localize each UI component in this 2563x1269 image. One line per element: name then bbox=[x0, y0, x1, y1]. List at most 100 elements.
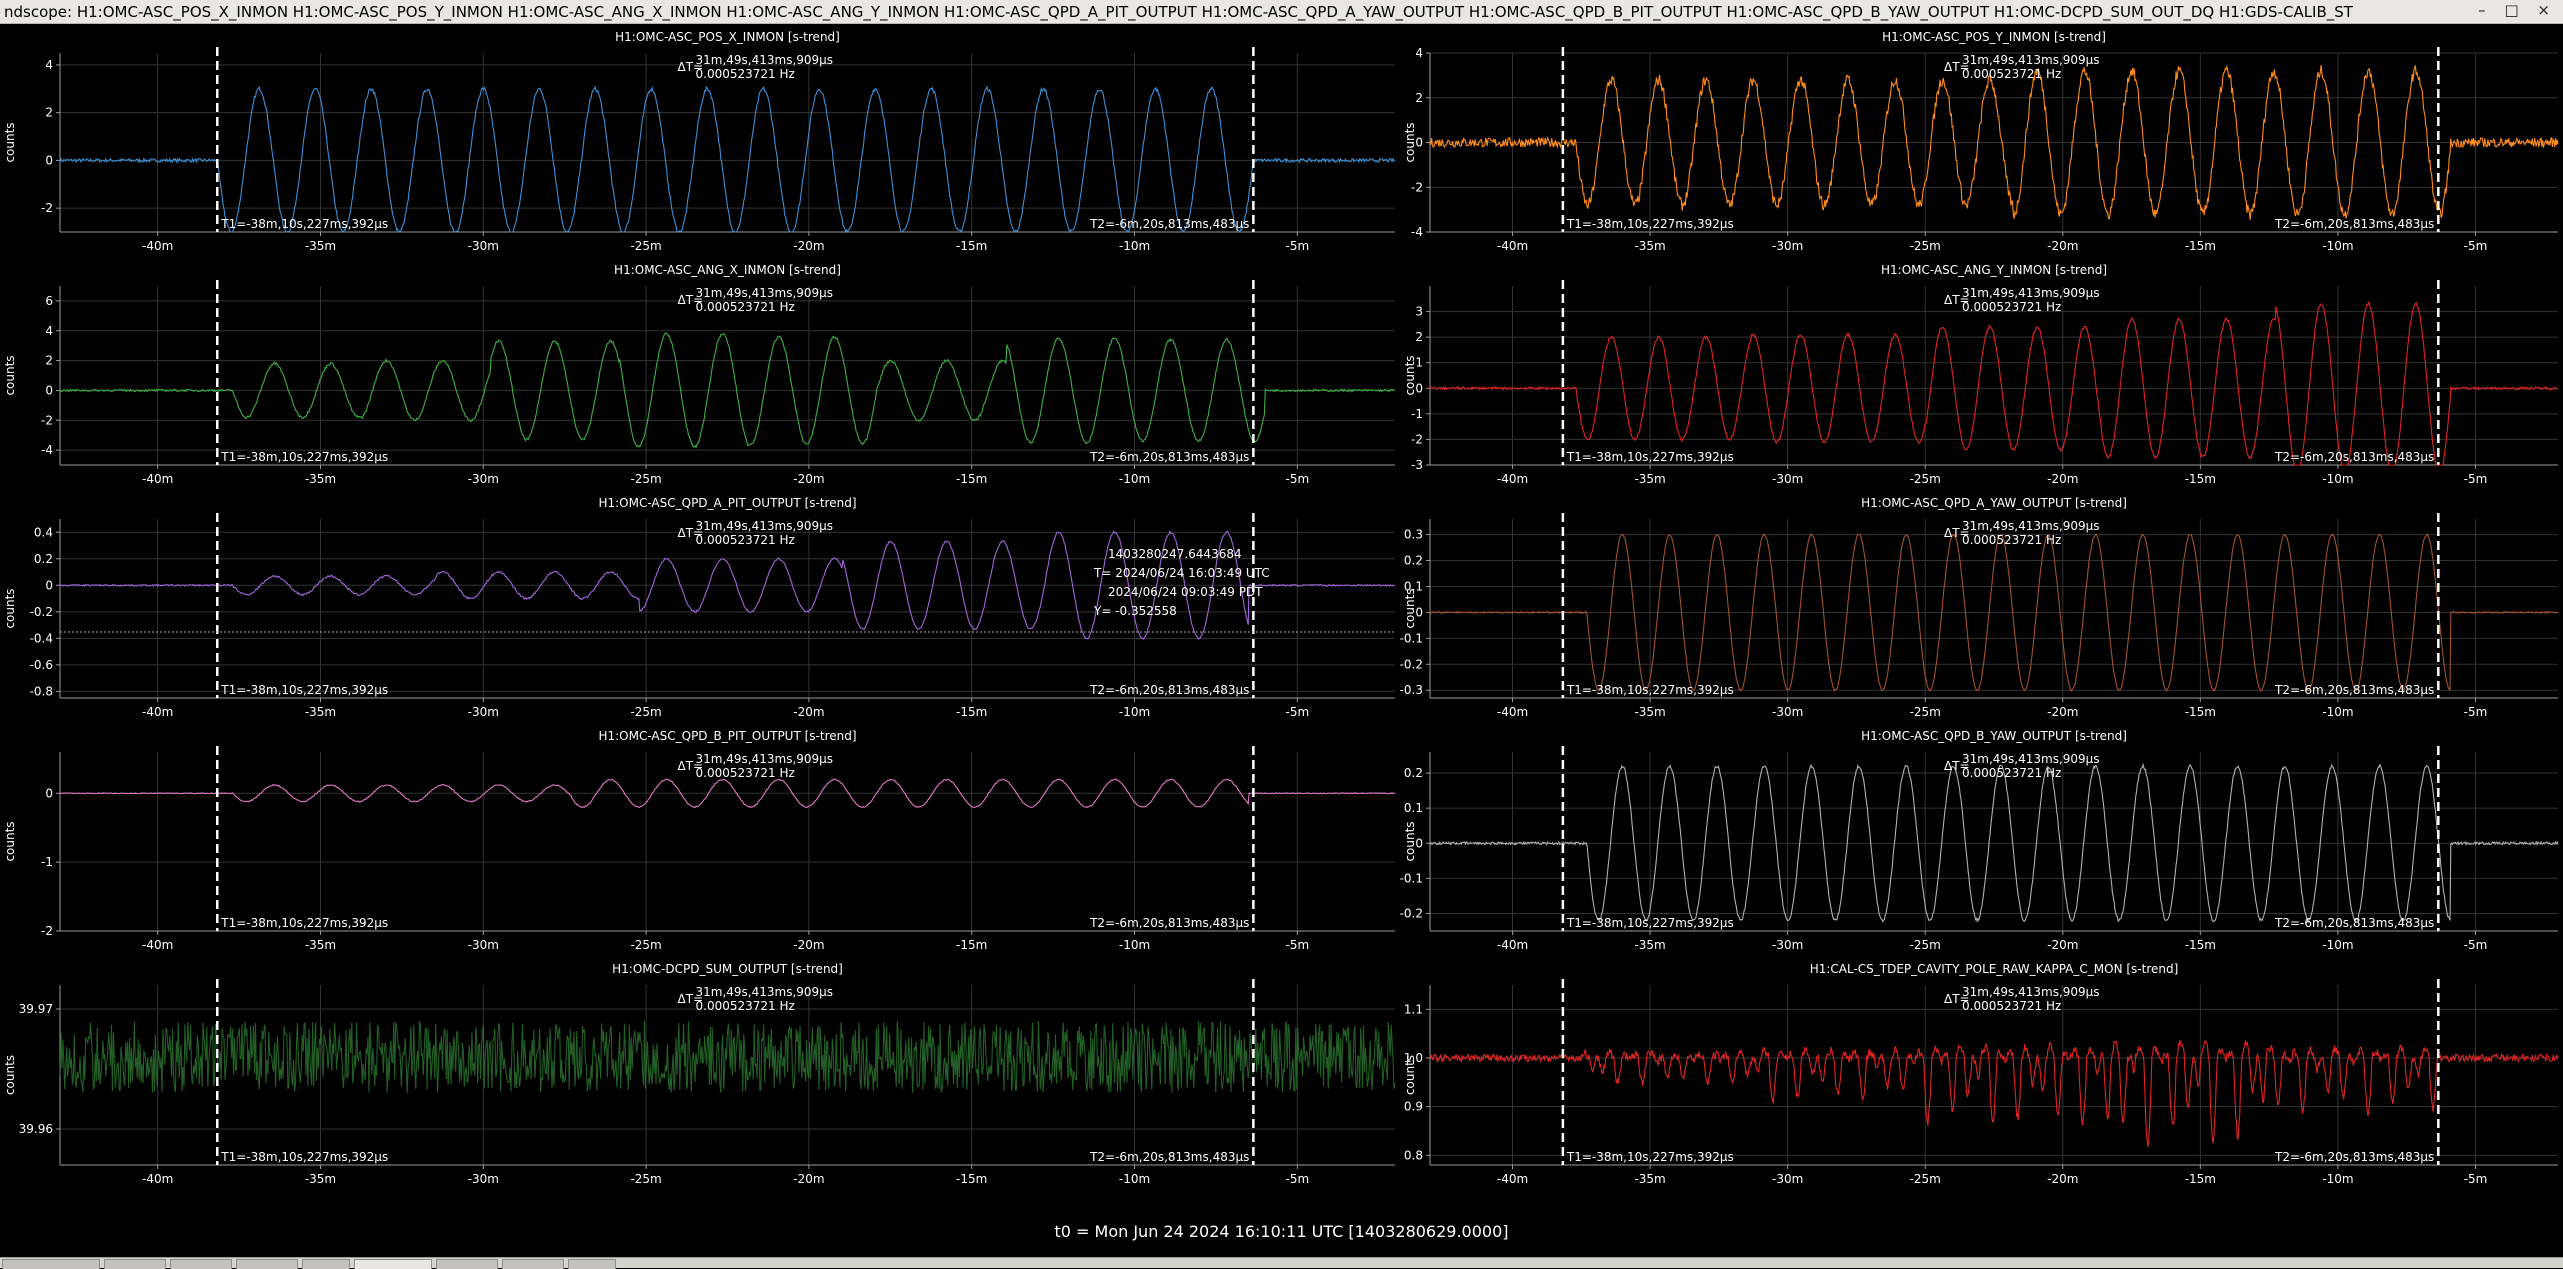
y-tick-label: 0 bbox=[45, 786, 53, 800]
close-button[interactable]: × bbox=[2537, 1, 2557, 19]
x-tick-label: -20m bbox=[793, 705, 824, 719]
plot-qpd-b-yaw[interactable]: H1:OMC-ASC_QPD_B_YAW_OUTPUT [s-trend] cou… bbox=[1400, 724, 2563, 957]
x-tick-label: -25m bbox=[1910, 1172, 1941, 1186]
y-tick-label: 6 bbox=[45, 294, 53, 308]
y-tick-label: -3 bbox=[1411, 458, 1423, 472]
y-tick-label: -2 bbox=[41, 201, 53, 215]
delta-t-frequency: 0.000523721 Hz bbox=[1962, 300, 2061, 314]
delta-t-prefix: ΔT= bbox=[678, 60, 704, 74]
plot-title: H1:OMC-DCPD_SUM_OUTPUT [s-trend] bbox=[612, 962, 843, 976]
x-tick-label: -20m bbox=[2047, 1172, 2078, 1186]
x-tick-label: -25m bbox=[1910, 239, 1941, 253]
y-axis-label: counts bbox=[3, 821, 17, 861]
y-tick-label: -0.3 bbox=[1400, 683, 1423, 697]
plot-qpd-a-yaw-svg: H1:OMC-ASC_QPD_A_YAW_OUTPUT [s-trend] cou… bbox=[1400, 496, 2559, 719]
minimize-button[interactable]: – bbox=[2478, 1, 2493, 19]
x-tick-label: -35m bbox=[305, 239, 336, 253]
t2-label: T2=-6m,20s,813ms,483µs bbox=[1089, 916, 1249, 930]
y-tick-label: 0.8 bbox=[1404, 1148, 1423, 1162]
x-tick-label: -25m bbox=[630, 239, 661, 253]
t2-label: T2=-6m,20s,813ms,483µs bbox=[2274, 217, 2434, 231]
x-tick-label: -30m bbox=[468, 1172, 499, 1186]
taskbar-tab[interactable] bbox=[2, 1259, 100, 1269]
y-tick-label: -0.8 bbox=[30, 684, 53, 698]
t2-label: T2=-6m,20s,813ms,483µs bbox=[1089, 1150, 1249, 1164]
taskbar-tab[interactable] bbox=[568, 1259, 616, 1269]
delta-t-prefix: ΔT= bbox=[1944, 293, 1970, 307]
plot-dcpd-sum[interactable]: H1:OMC-DCPD_SUM_OUTPUT [s-trend] counts -4… bbox=[0, 957, 1400, 1207]
y-tick-label: 39.97 bbox=[19, 1002, 53, 1016]
taskbar-tab[interactable] bbox=[104, 1259, 166, 1269]
y-axis-label: counts bbox=[1403, 588, 1417, 628]
x-tick-label: -20m bbox=[793, 938, 824, 952]
x-tick-label: -25m bbox=[630, 1172, 661, 1186]
x-tick-label: -20m bbox=[793, 1172, 824, 1186]
plot-qpd-a-pit-svg: H1:OMC-ASC_QPD_A_PIT_OUTPUT [s-trend] cou… bbox=[3, 496, 1396, 719]
taskbar-tab[interactable] bbox=[236, 1259, 298, 1269]
window-title: ndscope: H1:OMC-ASC_POS_X_INMON H1:OMC-A… bbox=[4, 3, 2353, 21]
taskbar-tab[interactable] bbox=[302, 1259, 350, 1269]
y-axis-label: counts bbox=[1403, 122, 1417, 162]
delta-t-value: 31m,49s,413ms,909µs bbox=[696, 519, 834, 533]
taskbar-tab[interactable] bbox=[170, 1259, 232, 1269]
plot-qpd-a-pit[interactable]: H1:OMC-ASC_QPD_A_PIT_OUTPUT [s-trend] cou… bbox=[0, 491, 1400, 724]
y-tick-label: 1 bbox=[1415, 356, 1423, 370]
maximize-button[interactable]: □ bbox=[2504, 1, 2526, 19]
plot-ang-y[interactable]: H1:OMC-ASC_ANG_Y_INMON [s-trend] counts -4… bbox=[1400, 258, 2563, 491]
t1-label: T1=-38m,10s,227ms,392µs bbox=[220, 916, 388, 930]
plot-title: H1:OMC-ASC_QPD_A_YAW_OUTPUT [s-trend] bbox=[1861, 496, 2127, 510]
x-tick-label: -35m bbox=[305, 705, 336, 719]
y-axis-label: counts bbox=[3, 588, 17, 628]
plot-ang-x[interactable]: H1:OMC-ASC_ANG_X_INMON [s-trend] counts -4… bbox=[0, 258, 1400, 491]
x-tick-label: -5m bbox=[2464, 239, 2488, 253]
x-tick-label: -5m bbox=[1285, 472, 1309, 486]
x-tick-label: -25m bbox=[630, 705, 661, 719]
x-tick-label: -15m bbox=[956, 938, 987, 952]
plot-title: H1:OMC-ASC_POS_Y_INMON [s-trend] bbox=[1882, 30, 2106, 44]
x-tick-label: -15m bbox=[2185, 472, 2216, 486]
taskbar-tab[interactable] bbox=[436, 1259, 498, 1269]
taskbar-tab[interactable] bbox=[502, 1259, 564, 1269]
delta-t-frequency: 0.000523721 Hz bbox=[696, 999, 795, 1013]
x-tick-label: -35m bbox=[1634, 239, 1665, 253]
y-axis-label: counts bbox=[1403, 355, 1417, 395]
series-line bbox=[1429, 300, 2559, 466]
x-tick-label: -15m bbox=[956, 239, 987, 253]
y-tick-label: 0 bbox=[1415, 605, 1423, 619]
x-tick-label: -20m bbox=[2047, 472, 2078, 486]
delta-t-value: 31m,49s,413ms,909µs bbox=[1962, 286, 2100, 300]
delta-t-frequency: 0.000523721 Hz bbox=[696, 300, 795, 314]
x-tick-label: -35m bbox=[305, 938, 336, 952]
y-axis-label: counts bbox=[3, 122, 17, 162]
delta-t-value: 31m,49s,413ms,909µs bbox=[696, 752, 834, 766]
plot-dcpd-sum-svg: H1:OMC-DCPD_SUM_OUTPUT [s-trend] counts -4… bbox=[3, 962, 1396, 1186]
y-tick-label: -2 bbox=[41, 413, 53, 427]
y-tick-label: 0 bbox=[1415, 836, 1423, 850]
t1-label: T1=-38m,10s,227ms,392µs bbox=[220, 450, 388, 464]
plot-kappa-c[interactable]: H1:CAL-CS_TDEP_CAVITY_POLE_RAW_KAPPA_C_M… bbox=[1400, 957, 2563, 1207]
x-tick-label: -40m bbox=[142, 705, 173, 719]
y-tick-label: 4 bbox=[45, 58, 53, 72]
x-tick-label: -20m bbox=[793, 239, 824, 253]
x-tick-label: -30m bbox=[1772, 705, 1803, 719]
x-tick-label: -20m bbox=[2047, 938, 2078, 952]
x-tick-label: -15m bbox=[2185, 705, 2216, 719]
t1-label: T1=-38m,10s,227ms,392µs bbox=[220, 1150, 388, 1164]
delta-t-prefix: ΔT= bbox=[1944, 526, 1970, 540]
plot-pos-x[interactable]: H1:OMC-ASC_POS_X_INMON [s-trend] counts -4… bbox=[0, 25, 1400, 258]
y-tick-label: 0.3 bbox=[1404, 528, 1423, 542]
taskbar-tab-active[interactable] bbox=[354, 1259, 432, 1269]
cursor-gps: 1403280247.6443684 bbox=[1108, 547, 1242, 561]
y-tick-label: -0.1 bbox=[1400, 871, 1423, 885]
plot-qpd-a-yaw[interactable]: H1:OMC-ASC_QPD_A_YAW_OUTPUT [s-trend] cou… bbox=[1400, 491, 2563, 724]
plot-qpd-b-pit[interactable]: H1:OMC-ASC_QPD_B_PIT_OUTPUT [s-trend] cou… bbox=[0, 724, 1400, 957]
x-tick-label: -40m bbox=[142, 1172, 173, 1186]
delta-t-value: 31m,49s,413ms,909µs bbox=[1962, 519, 2100, 533]
plot-kappa-c-svg: H1:CAL-CS_TDEP_CAVITY_POLE_RAW_KAPPA_C_M… bbox=[1403, 962, 2559, 1186]
plot-pos-y[interactable]: H1:OMC-ASC_POS_Y_INMON [s-trend] counts -4… bbox=[1400, 25, 2563, 258]
y-tick-label: 0 bbox=[45, 383, 53, 397]
cursor-y: Y= -0.352558 bbox=[1093, 604, 1177, 618]
window-titlebar: ndscope: H1:OMC-ASC_POS_X_INMON H1:OMC-A… bbox=[0, 0, 2563, 24]
delta-t-value: 31m,49s,413ms,909µs bbox=[696, 985, 834, 999]
series-line bbox=[59, 778, 1396, 809]
